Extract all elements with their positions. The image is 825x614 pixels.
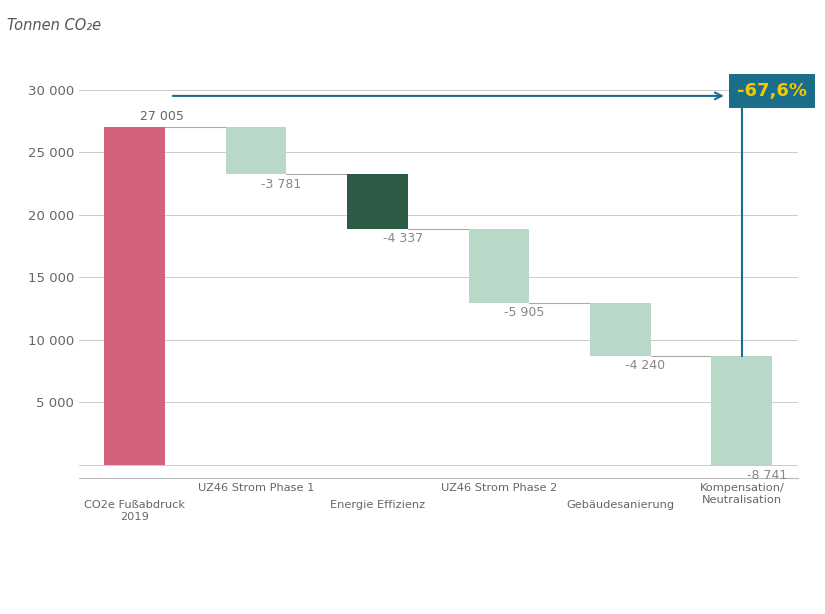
Bar — [226, 127, 286, 174]
Text: UZ46 Strom Phase 2: UZ46 Strom Phase 2 — [441, 483, 557, 492]
Bar — [104, 127, 165, 465]
Bar — [469, 228, 530, 303]
Text: 27 005: 27 005 — [139, 111, 183, 123]
Text: Tonnen CO₂e: Tonnen CO₂e — [7, 18, 101, 33]
Bar — [711, 356, 772, 465]
Text: -67,6%: -67,6% — [738, 82, 807, 100]
Text: -4 337: -4 337 — [383, 233, 422, 246]
Text: Kompensation/
Neutralisation: Kompensation/ Neutralisation — [700, 483, 785, 505]
Text: -3 781: -3 781 — [261, 178, 301, 191]
Bar — [590, 303, 651, 356]
Text: Gebäudesanierung: Gebäudesanierung — [566, 500, 675, 510]
Text: -5 905: -5 905 — [504, 306, 544, 319]
Text: -8 741: -8 741 — [747, 468, 787, 482]
Text: UZ46 Strom Phase 1: UZ46 Strom Phase 1 — [198, 483, 314, 492]
Bar — [347, 174, 408, 228]
Text: Energie Effizienz: Energie Effizienz — [330, 500, 425, 510]
Text: CO2e Fußabdruck
2019: CO2e Fußabdruck 2019 — [84, 500, 185, 523]
Text: -4 240: -4 240 — [625, 359, 666, 372]
